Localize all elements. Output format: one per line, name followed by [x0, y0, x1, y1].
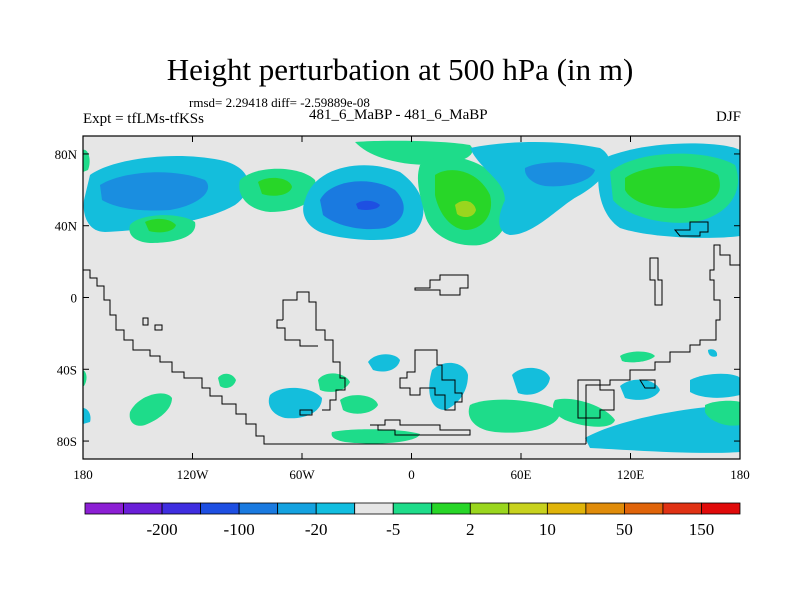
contour-green-s-indian — [553, 398, 615, 427]
x-tick-label: 60E — [511, 467, 532, 482]
colorbar-swatch — [431, 502, 471, 515]
chart-title: Height perturbation at 500 hPa (in m) — [166, 52, 634, 87]
coast-africa — [399, 349, 463, 411]
colorbar-label: -5 — [386, 520, 400, 539]
y-tick-label: 0 — [71, 291, 78, 306]
coast-americas-west — [83, 269, 586, 445]
contour-cyan-s-east-2 — [690, 373, 740, 398]
contour-lime-ne-pacific — [258, 177, 292, 196]
contour-green-s-indian-2 — [620, 351, 655, 363]
contour-green-antarctic — [331, 429, 420, 444]
x-tick-label: 180 — [73, 467, 93, 482]
colorbar-label: -100 — [224, 520, 255, 539]
contour-cyan-s-pacific-1 — [368, 354, 400, 372]
contour-yellowgreen-eurasia — [455, 200, 476, 218]
season-label: DJF — [715, 109, 741, 125]
coast-antarctic-small — [299, 409, 313, 416]
contour-green-far-west — [83, 149, 90, 172]
colorbar-swatch — [624, 502, 664, 515]
x-tick-label: 180 — [730, 467, 750, 482]
contour-lime-eurasia — [435, 170, 492, 230]
contour-cyan-s-east-3 — [585, 405, 740, 453]
colorbar-label: 10 — [539, 520, 556, 539]
colorbar-label: -200 — [146, 520, 177, 539]
contour-green-s-pacific-w2 — [218, 373, 236, 388]
colorbar-label: 50 — [616, 520, 633, 539]
colorbar-label: 150 — [689, 520, 715, 539]
coast-pacific-island-2 — [154, 324, 163, 331]
contour-green-s-pacific-3 — [340, 395, 378, 414]
coast-s-america — [282, 291, 346, 411]
coast-nz — [639, 379, 656, 389]
contour-cyan-s-east-5 — [708, 349, 718, 357]
colorbar-swatch — [662, 502, 702, 515]
coast-asia-island — [649, 257, 663, 306]
coast-s-america-inner — [276, 319, 318, 347]
coast-pacific-island — [142, 317, 149, 326]
y-tick-label: 40N — [55, 219, 78, 234]
coast-japan — [673, 221, 709, 237]
contour-green-s-east-4 — [705, 400, 740, 426]
colorbar-label: -20 — [305, 520, 328, 539]
colorbar-swatch — [585, 502, 625, 515]
colorbar-label: 2 — [466, 520, 475, 539]
colorbar-swatch — [315, 502, 356, 515]
contour-lime-east — [625, 165, 720, 209]
contour-blue-npacific — [100, 172, 209, 211]
colorbar-swatch — [200, 502, 240, 515]
contour-green-s-pacific-w — [129, 393, 172, 426]
colorbar-swatch — [546, 502, 587, 515]
runs-label: 481_6_MaBP - 481_6_MaBP — [309, 107, 488, 123]
y-tick-label: 80N — [55, 147, 78, 162]
colorbar-swatch — [354, 502, 394, 515]
contour-blue-siberia — [524, 162, 595, 187]
x-tick-label: 60W — [289, 467, 315, 482]
contour-darkblue-atlantic — [356, 200, 380, 210]
contour-green-sw — [83, 370, 87, 386]
coast-asia-east — [585, 244, 740, 444]
coastlines — [83, 221, 740, 445]
contour-green-s-atlantic — [468, 399, 560, 433]
colorbar-swatch — [469, 502, 510, 515]
x-axis: 180 120W 60W 0 60E 120E 180 — [73, 136, 750, 482]
colorbar-swatch — [392, 502, 433, 515]
contour-cyan-s-east-1 — [620, 379, 660, 400]
colorbar-swatch — [123, 502, 163, 515]
y-tick-label: 40S — [57, 362, 77, 377]
colorbar-swatch — [277, 502, 317, 515]
contour-cyan-s-america — [268, 387, 322, 419]
y-tick-label: 80S — [57, 434, 77, 449]
y-axis: 80N 40N 0 40S 80S — [55, 147, 740, 449]
contour-fields — [83, 140, 740, 453]
contour-cyan-sw — [83, 408, 91, 424]
colorbar-swatch — [238, 502, 279, 515]
colorbar-swatch — [84, 502, 124, 515]
x-tick-label: 0 — [408, 467, 415, 482]
contour-lime-pacific-mid — [145, 218, 176, 233]
coast-africa-north — [414, 274, 469, 296]
colorbar-swatch — [701, 502, 741, 515]
contour-cyan-s-atlantic — [429, 362, 468, 410]
coast-antarctic-island — [370, 419, 471, 436]
colorbar-swatch — [161, 502, 201, 515]
x-tick-label: 120E — [617, 467, 645, 482]
colorbar-swatch — [508, 502, 548, 515]
x-tick-label: 120W — [177, 467, 210, 482]
experiment-label: Expt = tfLMs-tfKSs — [83, 111, 204, 127]
contour-cyan-s-indian — [512, 367, 550, 395]
coast-australia — [577, 379, 615, 419]
stats-line: rmsd= 2.29418 diff= -2.59889e-08 — [189, 95, 370, 110]
